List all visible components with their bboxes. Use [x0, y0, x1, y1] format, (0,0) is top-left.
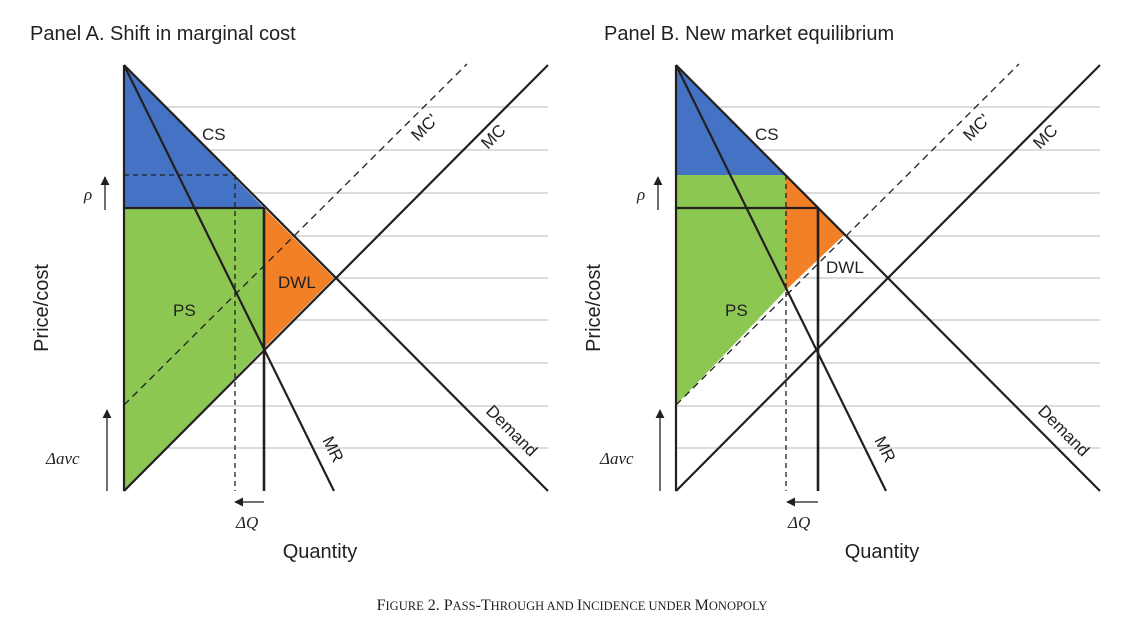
caption-part: ASS	[453, 599, 476, 613]
panel-b-title: Panel B. New market equilibrium	[604, 23, 894, 45]
panel-b-mc-line	[675, 64, 1101, 492]
caption-part: NCIDENCE	[582, 599, 646, 613]
caption-part: T	[481, 597, 491, 614]
panel-b-demand-label: Demand	[1034, 401, 1093, 460]
panel-b-mc-new-label: MC'	[959, 110, 993, 144]
figure-caption: FIGURE 2. PASS-THROUGH AND INCIDENCE UND…	[377, 597, 768, 614]
panel-b-cs-label: CS	[755, 125, 779, 144]
panel-b-mc-label: MC	[1029, 121, 1061, 153]
panel-b-ylabel: Price/cost	[583, 264, 605, 352]
panel-b-delta-avc-label: Δavc	[599, 449, 634, 468]
panel-b-mr-line	[675, 64, 887, 492]
caption-part: ONOPOLY	[709, 599, 767, 613]
panel-b-dwl-label: DWL	[826, 258, 864, 277]
panel-a-title: Panel A. Shift in marginal cost	[30, 23, 296, 45]
caption-part: 2.	[424, 597, 444, 614]
panel-a-ps-label: PS	[173, 301, 196, 320]
caption-part: P	[444, 597, 453, 614]
panel-a-ylabel: Price/cost	[31, 264, 53, 352]
panel-a-dwl-label: DWL	[278, 273, 316, 292]
panel-a-mc-label: MC	[477, 121, 509, 153]
panel-a-demand-label: Demand	[482, 401, 541, 460]
caption-part: HROUGH	[491, 599, 544, 613]
panel-a-mr-line	[123, 64, 335, 492]
panel-a-mc-line	[123, 64, 549, 492]
panel-a-xlabel: Quantity	[283, 541, 357, 563]
caption-part: M	[695, 597, 709, 614]
panel-a-delta-avc-label: Δavc	[45, 449, 80, 468]
caption-part: IGURE	[386, 599, 425, 613]
panel-a-mc-new-label: MC'	[407, 110, 441, 144]
panel-b-ps-area	[676, 175, 786, 405]
panel-a: Panel A. Shift in marginal cost C	[30, 23, 549, 563]
panel-b-ps-label: PS	[725, 301, 748, 320]
panel-b: Panel B. New market equilibrium CS	[583, 23, 1101, 563]
panel-a-cs-label: CS	[202, 125, 226, 144]
panel-b-dwl-area	[786, 175, 845, 290]
caption-part: AND	[544, 599, 577, 613]
panel-a-ps-area	[124, 208, 264, 491]
panel-a-delta-q-label: ΔQ	[235, 513, 258, 532]
caption-part: -	[476, 597, 481, 614]
panel-b-mr-label: MR	[870, 433, 899, 465]
panel-b-mc-new-line	[675, 63, 1020, 406]
panel-a-mr-label: MR	[318, 433, 347, 465]
panel-a-mc-new-line	[123, 63, 468, 406]
caption-part: F	[377, 597, 386, 614]
panel-b-xlabel: Quantity	[845, 541, 919, 563]
panel-a-rho-label: ρ	[83, 185, 92, 204]
panel-b-delta-q-label: ΔQ	[787, 513, 810, 532]
panel-b-rho-label: ρ	[636, 185, 645, 204]
caption-part: I	[577, 597, 582, 614]
caption-part: UNDER	[645, 599, 694, 613]
panel-a-dwl-area	[264, 208, 334, 348]
